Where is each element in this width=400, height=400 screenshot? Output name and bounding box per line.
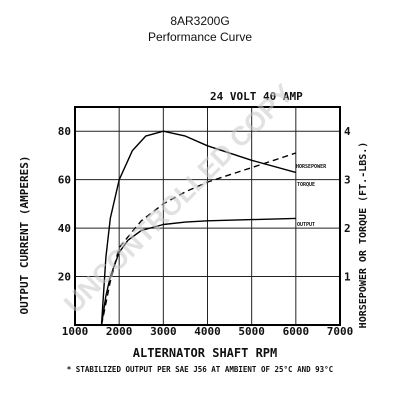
x-tick-label: 5000 xyxy=(238,325,265,338)
y-tick-label: 60 xyxy=(58,174,71,187)
tick-labels: 1000 2000 3000 4000 5000 6000 7000 20 40 60 80 1 2 3 4 xyxy=(58,125,354,338)
label-horsepower: HORSEPOWER xyxy=(296,164,327,170)
y-axis-label: OUTPUT CURRENT (AMPERES) xyxy=(18,156,31,315)
x-tick-label: 6000 xyxy=(283,325,310,338)
grid xyxy=(75,107,340,325)
series-line-output xyxy=(100,217,296,326)
series-group xyxy=(100,130,297,326)
y2-tick-label: 2 xyxy=(344,222,351,235)
series-line-horsepower xyxy=(100,152,297,326)
x-tick-label: 3000 xyxy=(150,325,177,338)
x-tick-label: 4000 xyxy=(194,325,221,338)
chart-subtitle: Performance Curve xyxy=(147,30,253,44)
chart-title: 8AR3200G xyxy=(170,14,230,28)
y2-tick-label: 1 xyxy=(344,271,351,284)
y2-axis-label: HORSEPOWER OR TORQUE (FT.-LBS.) xyxy=(358,142,369,329)
y-tick-label: 40 xyxy=(58,222,71,235)
rating-label: 24 VOLT 40 AMP xyxy=(210,90,303,103)
series-line-torque xyxy=(100,130,296,326)
plot-frame xyxy=(74,106,341,326)
x-tick-label: 1000 xyxy=(62,325,89,338)
x-tick-label: 7000 xyxy=(327,325,354,338)
y2-tick-label: 4 xyxy=(344,125,351,138)
footnote: * STABILIZED OUTPUT PER SAE J56 AT AMBIE… xyxy=(67,365,333,374)
y2-tick-label: 3 xyxy=(344,174,351,187)
x-tick-label: 2000 xyxy=(106,325,133,338)
x-axis-label: ALTERNATOR SHAFT RPM xyxy=(133,346,278,360)
label-output: OUTPUT xyxy=(297,222,315,228)
y-tick-label: 80 xyxy=(58,125,71,138)
watermark: UNCONTROLLED COPY xyxy=(58,78,299,319)
y-tick-label: 20 xyxy=(58,271,71,284)
label-torque: TORQUE xyxy=(297,182,315,188)
